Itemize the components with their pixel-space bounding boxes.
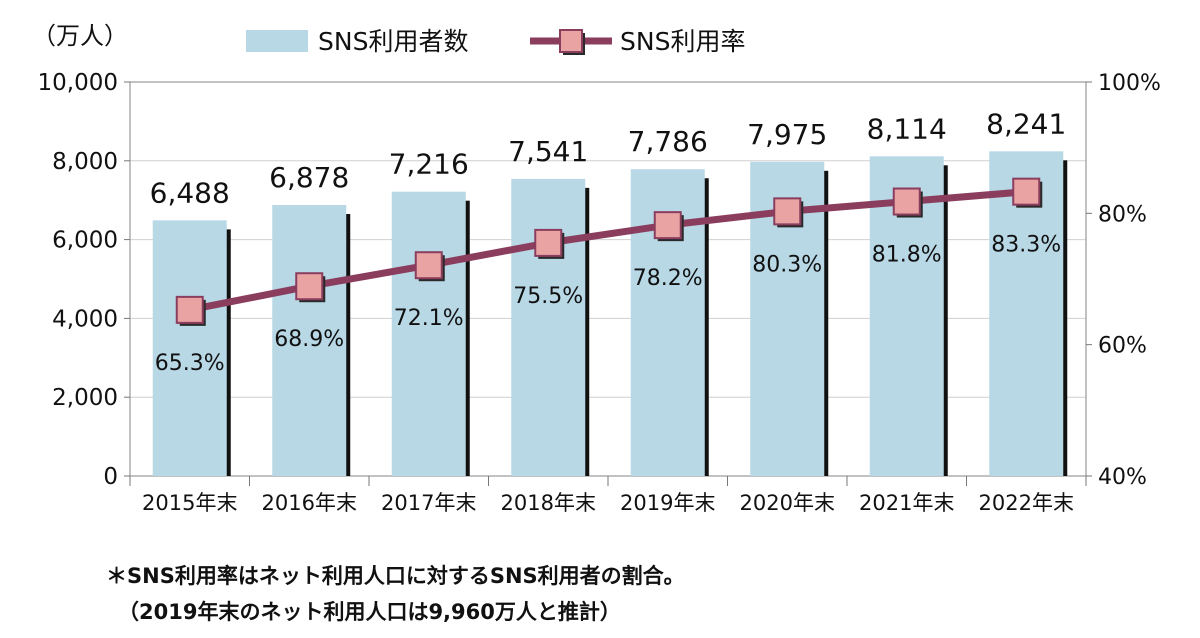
bar-value-label: 7,975 [747,118,827,151]
bar-value-label: 7,786 [628,125,708,158]
legend-bar-swatch [246,30,308,52]
bar-value-label: 7,216 [389,148,469,181]
category-label: 2015年末 [142,491,237,515]
category-label: 2017年末 [381,491,476,515]
category-label: 2022年末 [979,491,1074,515]
right-axis-tick-label: 80% [1098,202,1147,227]
bar [272,205,347,476]
rate-value-label: 68.9% [274,327,344,352]
right-axis-tick-label: 60% [1098,334,1147,359]
rate-marker [534,228,563,257]
left-axis-tick-label: 2,000 [52,385,118,411]
rate-marker [414,251,443,280]
bar-value-label: 8,114 [867,112,947,145]
left-axis-tick-label: 6,000 [52,228,118,254]
category-label: 2020年末 [740,491,835,515]
bar-shadow [1062,160,1068,476]
sns-combo-chart: 0 2,000 4,000 6,000 8,000 10,000 40% 60% 80% 100%… [32,22,1161,515]
rate-value-label: 81.8% [872,243,942,268]
bar [152,220,227,476]
rate-value-label: 72.1% [394,306,464,331]
right-axis-tick-label: 100% [1098,71,1161,96]
legend-line-label: SNS利用率 [620,27,745,56]
bar-shadow [345,214,351,476]
left-axis-tick-label: 4,000 [52,306,118,332]
rate-value-label: 83.3% [991,233,1061,258]
footnote-rate-definition: ＊SNS利用率はネット利用人口に対するSNS利用者の割合。 [106,564,685,588]
right-axis-tick-label: 40% [1098,465,1147,490]
bar-shadow [942,165,948,476]
bar-value-label: 7,541 [508,135,588,168]
rate-line [189,188,1027,314]
rate-marker [175,295,204,324]
legend-marker [559,29,583,53]
footnote-population-estimate: （2019年末のネット利用人口は9,960万人と推計） [118,600,621,624]
bar-shadow [225,229,231,476]
rate-value-label: 65.3% [155,351,225,376]
legend-bar-label: SNS利用者数 [318,27,468,56]
category-label: 2019年末 [620,491,715,515]
rate-marker [1012,177,1041,206]
rate-marker [892,187,921,216]
left-axis-unit: （万人） [32,22,128,50]
rate-value-label: 80.3% [752,252,822,277]
category-label: 2021年末 [859,491,954,515]
bar-value-label: 6,488 [150,176,230,209]
rate-value-label: 78.2% [633,266,703,291]
bar-shadow [703,178,709,476]
bar-value-label: 6,878 [269,161,349,194]
bar [391,191,466,476]
rate-marker [295,272,324,301]
rate-value-label: 75.5% [513,284,583,309]
bar-shadow [823,170,829,476]
bar-shadow [584,187,590,477]
category-label: 2018年末 [501,491,596,515]
category-label: 2016年末 [262,491,357,515]
left-axis-tick-label: 10,000 [38,70,118,96]
bar [511,178,586,477]
bar-value-label: 8,241 [986,107,1066,140]
rate-marker [773,197,802,226]
left-axis-tick-label: 0 [103,464,118,490]
rate-marker [653,211,682,240]
bar-shadow [464,200,470,476]
left-axis-tick-label: 8,000 [52,149,118,175]
